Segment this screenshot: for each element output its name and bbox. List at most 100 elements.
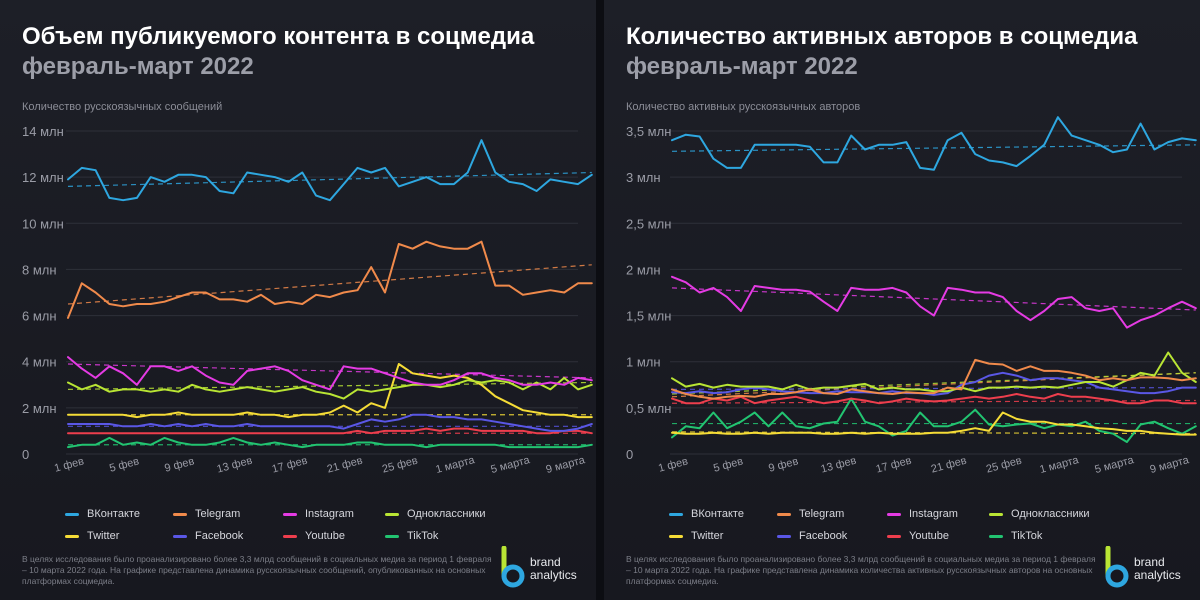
x-tick-label: 9 марта [545, 454, 587, 476]
legend-item-twitter: Twitter [65, 528, 119, 544]
x-tick-label: 1 фев [657, 455, 689, 474]
legend-swatch [669, 512, 683, 516]
series-line-instagram [67, 356, 593, 391]
legend-swatch [65, 512, 79, 516]
series-line-vkontakte [671, 116, 1197, 171]
legend-label: Youtube [305, 530, 345, 542]
legend-label: TikTok [1011, 530, 1043, 542]
legend-swatch [283, 512, 297, 516]
legend-label: TikTok [407, 530, 439, 542]
y-tick-label: 1,5 млн [626, 309, 671, 324]
legend-item-tiktok: TikTok [385, 528, 438, 544]
legend-label: Twitter [691, 530, 724, 542]
series-line-vkontakte [67, 139, 593, 202]
y-tick-label: 12 млн [22, 170, 64, 185]
left-panel: Объем публикуемого контента в соцмедиа ф… [0, 0, 596, 600]
x-tick-label: 17 фев [271, 455, 309, 476]
y-tick-label: 6 млн [22, 309, 57, 324]
chart-subtitle: февраль-март 2022 [22, 53, 254, 80]
legend-swatch [173, 512, 187, 516]
legend-item-instagram: Instagram [283, 506, 354, 522]
x-tick-label: 21 фев [930, 455, 968, 476]
y-axis-label: Количество русскоязычных сообщений [22, 101, 223, 113]
x-tick-label: 1 фев [53, 455, 85, 474]
legend-item-odnoklassniki: Одноклассники [989, 506, 1090, 522]
series-line-twitter [67, 363, 593, 419]
footnote: В целях исследования было проанализирова… [22, 554, 492, 586]
y-tick-label: 0 [626, 447, 633, 462]
legend-item-vkontakte: ВКонтакте [669, 506, 744, 522]
series-line-instagram [671, 275, 1197, 329]
legend-label: Facebook [799, 530, 848, 542]
legend-item-tiktok: TikTok [989, 528, 1042, 544]
legend-label: Youtube [909, 530, 949, 542]
legend-item-vkontakte: ВКонтакте [65, 506, 140, 522]
x-tick-label: 25 фев [985, 455, 1023, 476]
legend-label: Telegram [799, 508, 845, 520]
y-tick-label: 8 млн [22, 262, 57, 277]
trend-line-odnoklassniki [67, 381, 592, 390]
x-tick-label: 5 фев [108, 455, 140, 474]
series-line-telegram [67, 240, 593, 319]
y-tick-label: 3,5 млн [626, 124, 671, 139]
legend-swatch [385, 534, 399, 538]
legend-label: Telegram [195, 508, 241, 520]
x-tick-label: 13 фев [216, 455, 254, 476]
series-line-telegram [671, 358, 1197, 400]
x-tick-label: 9 марта [1149, 454, 1191, 476]
legend-swatch [385, 512, 399, 516]
brand-name: brand analytics [530, 556, 577, 582]
legend-label: Одноклассники [407, 508, 486, 520]
x-tick-label: 5 фев [712, 455, 744, 474]
legend-label: Facebook [195, 530, 244, 542]
x-tick-label: 9 фев [767, 455, 799, 474]
series-line-youtube [67, 427, 593, 435]
series-line-odnoklassniki [671, 351, 1197, 393]
brand-line-2: analytics [530, 568, 577, 582]
legend-swatch [989, 534, 1003, 538]
legend-item-facebook: Facebook [173, 528, 243, 544]
series-line-odnoklassniki [67, 376, 593, 400]
chart-title: Объем публикуемого контента в соцмедиа [22, 23, 535, 50]
legend-item-telegram: Telegram [777, 506, 844, 522]
legend-label: Одноклассники [1011, 508, 1090, 520]
legend-swatch [669, 534, 683, 538]
x-tick-label: 13 фев [820, 455, 858, 476]
right-panel: Количество активных авторов в соцмедиа ф… [604, 0, 1200, 600]
brand-logo-icon [501, 546, 525, 588]
legend-swatch [283, 534, 297, 538]
y-tick-label: 1 млн [626, 355, 661, 370]
y-tick-label: 0,5 млн [626, 401, 671, 416]
brand-line-2: analytics [1134, 568, 1181, 582]
brand-logo-icon [1105, 546, 1129, 588]
y-tick-label: 2,5 млн [626, 216, 671, 231]
y-tick-label: 2 млн [626, 262, 661, 277]
series-line-facebook [67, 413, 593, 432]
trend-line-telegram [67, 264, 592, 305]
legend-swatch [887, 534, 901, 538]
series-line-tiktok [671, 397, 1197, 443]
y-axis-label: Количество активных русскоязычных авторо… [626, 101, 861, 113]
legend-swatch [887, 512, 901, 516]
chart-subtitle: февраль-март 2022 [626, 53, 858, 80]
x-tick-label: 5 марта [490, 454, 532, 476]
authors-line-chart: 0 0,5 млн 1 млн 1,5 млн 2 млн 2,5 млн 3 млн 3,5… [626, 116, 1197, 476]
legend-item-facebook: Facebook [777, 528, 847, 544]
legend-label: Instagram [909, 508, 958, 520]
legend-swatch [989, 512, 1003, 516]
brand-line-1: brand [1134, 555, 1165, 569]
legend-label: Twitter [87, 530, 120, 542]
x-tick-label: 9 фев [163, 455, 195, 474]
legend-item-telegram: Telegram [173, 506, 240, 522]
trend-line-instagram [67, 363, 592, 379]
x-tick-label: 25 фев [381, 455, 419, 476]
trend-line-vkontakte [671, 144, 1196, 152]
y-tick-label: 4 млн [22, 355, 57, 370]
legend-item-twitter: Twitter [669, 528, 723, 544]
series-line-youtube [671, 393, 1197, 405]
legend-label: ВКонтакте [87, 508, 140, 520]
trend-line-vkontakte [67, 171, 592, 187]
series-line-tiktok [67, 436, 593, 449]
brand-analytics-logo: brand analytics [1102, 546, 1198, 590]
legend-item-youtube: Youtube [887, 528, 949, 544]
